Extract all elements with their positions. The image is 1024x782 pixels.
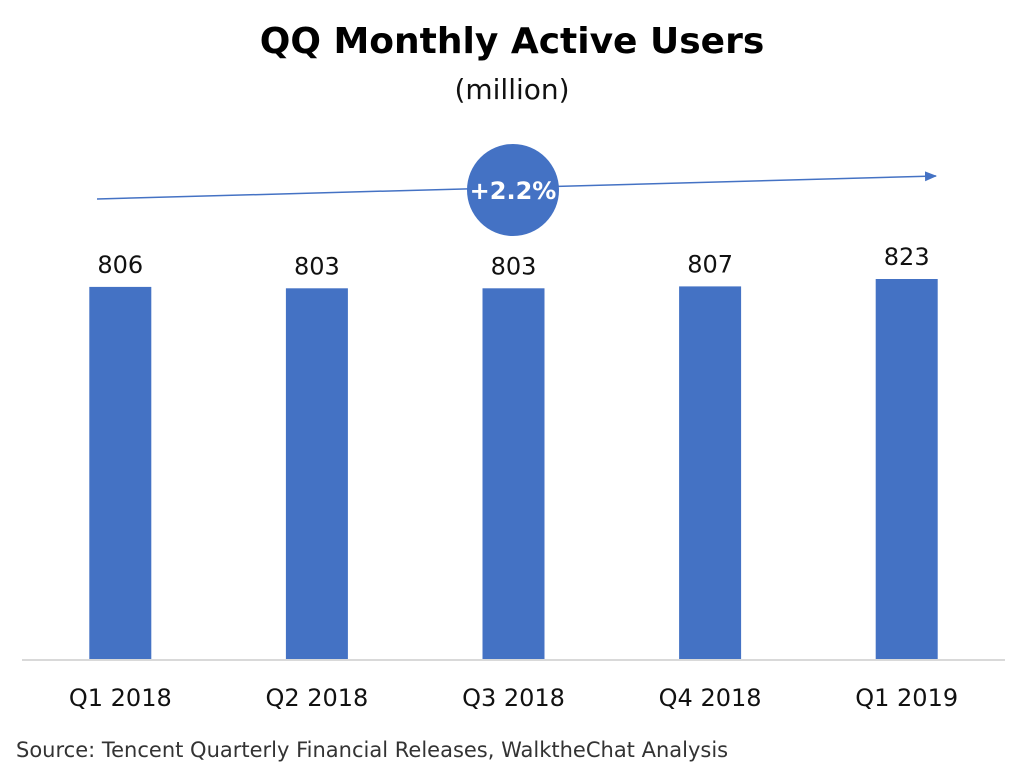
bar-q3-2018 xyxy=(482,288,545,660)
bars-layer xyxy=(89,279,938,660)
chart-subtitle: (million) xyxy=(454,73,570,106)
source-note: Source: Tencent Quarterly Financial Rele… xyxy=(16,738,729,762)
data-label: 803 xyxy=(294,252,340,280)
bar-q1-2019 xyxy=(875,279,938,660)
bar-q2-2018 xyxy=(285,288,348,660)
x-tick-label: Q3 2018 xyxy=(462,684,565,712)
data-labels-layer: 806 803 803 807 823 xyxy=(97,243,929,280)
chart-title: QQ Monthly Active Users xyxy=(259,21,765,62)
data-label: 807 xyxy=(687,250,733,278)
x-tick-labels-layer: Q1 2018 Q2 2018 Q3 2018 Q4 2018 Q1 2019 xyxy=(69,684,958,712)
bar-q1-2018 xyxy=(89,286,152,660)
data-label: 806 xyxy=(97,251,143,279)
data-label: 823 xyxy=(884,243,930,271)
growth-badge-circle xyxy=(467,144,559,236)
growth-badge-label: +2.2% xyxy=(470,177,557,205)
x-tick-label: Q1 2019 xyxy=(855,684,958,712)
x-tick-label: Q2 2018 xyxy=(265,684,368,712)
bar-q4-2018 xyxy=(679,286,742,660)
x-tick-label: Q4 2018 xyxy=(659,684,762,712)
x-tick-label: Q1 2018 xyxy=(69,684,172,712)
data-label: 803 xyxy=(491,252,537,280)
